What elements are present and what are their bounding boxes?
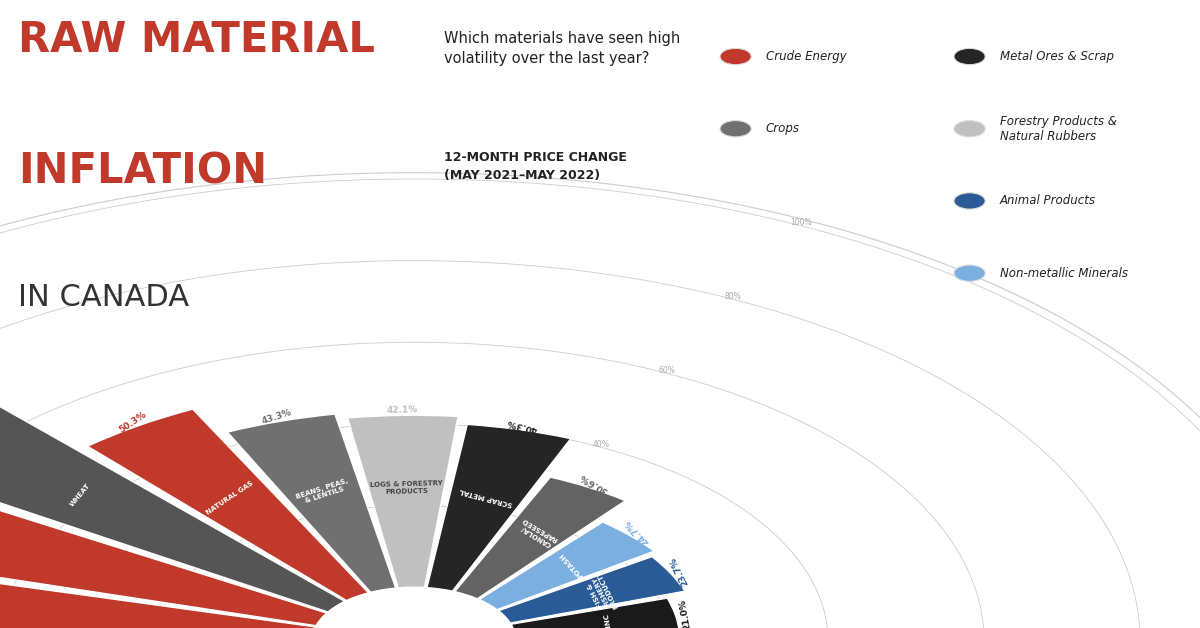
Wedge shape xyxy=(0,435,326,625)
Text: Animal Products: Animal Products xyxy=(1000,195,1096,207)
Circle shape xyxy=(954,48,985,65)
Circle shape xyxy=(720,48,751,65)
Circle shape xyxy=(954,193,985,209)
Circle shape xyxy=(312,587,516,628)
Text: 42.1%: 42.1% xyxy=(386,406,419,415)
Text: 40%: 40% xyxy=(593,440,610,448)
Text: 23.7%: 23.7% xyxy=(668,555,690,587)
Circle shape xyxy=(720,121,751,137)
Text: POTASH: POTASH xyxy=(558,551,583,578)
Text: IN CANADA: IN CANADA xyxy=(18,283,190,311)
Text: CANOLA/
RAPESEED: CANOLA/ RAPESEED xyxy=(517,517,558,549)
Circle shape xyxy=(954,121,985,137)
Text: Forestry Products &
Natural Rubbers: Forestry Products & Natural Rubbers xyxy=(1000,115,1116,143)
Circle shape xyxy=(954,265,985,281)
Text: 80%: 80% xyxy=(725,292,742,301)
Text: LOGS & FORESTRY
PRODUCTS: LOGS & FORESTRY PRODUCTS xyxy=(370,480,443,495)
Wedge shape xyxy=(511,598,679,628)
Text: Metal Ores & Scrap: Metal Ores & Scrap xyxy=(1000,50,1114,63)
Text: 20%: 20% xyxy=(527,514,544,522)
Text: RAW MATERIAL: RAW MATERIAL xyxy=(18,19,374,61)
Wedge shape xyxy=(455,477,625,598)
Text: 100%: 100% xyxy=(791,218,812,227)
Text: WHEAT: WHEAT xyxy=(70,482,92,508)
Wedge shape xyxy=(479,522,654,610)
Wedge shape xyxy=(88,409,368,600)
Text: BEANS, PEAS,
& LENTILS: BEANS, PEAS, & LENTILS xyxy=(295,477,352,507)
Text: SCRAP METAL: SCRAP METAL xyxy=(460,487,514,506)
Text: 60%: 60% xyxy=(659,365,676,375)
Text: Crude Energy: Crude Energy xyxy=(766,50,846,63)
Wedge shape xyxy=(499,556,685,623)
Text: 40.3%: 40.3% xyxy=(506,416,539,433)
Text: 24.7%: 24.7% xyxy=(623,517,652,547)
Wedge shape xyxy=(0,382,344,612)
Text: Crops: Crops xyxy=(766,122,799,135)
Text: FISH &
FISHERY
PRODUCTS: FISH & FISHERY PRODUCTS xyxy=(582,568,619,615)
Wedge shape xyxy=(427,425,570,591)
Text: 12-MONTH PRICE CHANGE
(MAY 2021–MAY 2022): 12-MONTH PRICE CHANGE (MAY 2021–MAY 2022… xyxy=(444,151,626,181)
Text: Which materials have seen high
volatility over the last year?: Which materials have seen high volatilit… xyxy=(444,31,680,66)
Text: Non-metallic Minerals: Non-metallic Minerals xyxy=(1000,267,1128,279)
Wedge shape xyxy=(348,415,458,588)
Text: ZINC: ZINC xyxy=(604,612,612,628)
Text: 21.0%: 21.0% xyxy=(678,598,692,628)
Text: NATURAL GAS: NATURAL GAS xyxy=(205,480,254,516)
Text: 50.3%: 50.3% xyxy=(118,409,148,434)
Text: INFLATION: INFLATION xyxy=(18,151,268,193)
Text: 30.6%: 30.6% xyxy=(578,472,610,495)
Wedge shape xyxy=(228,414,396,592)
Text: 43.3%: 43.3% xyxy=(260,408,294,426)
Wedge shape xyxy=(0,528,316,628)
